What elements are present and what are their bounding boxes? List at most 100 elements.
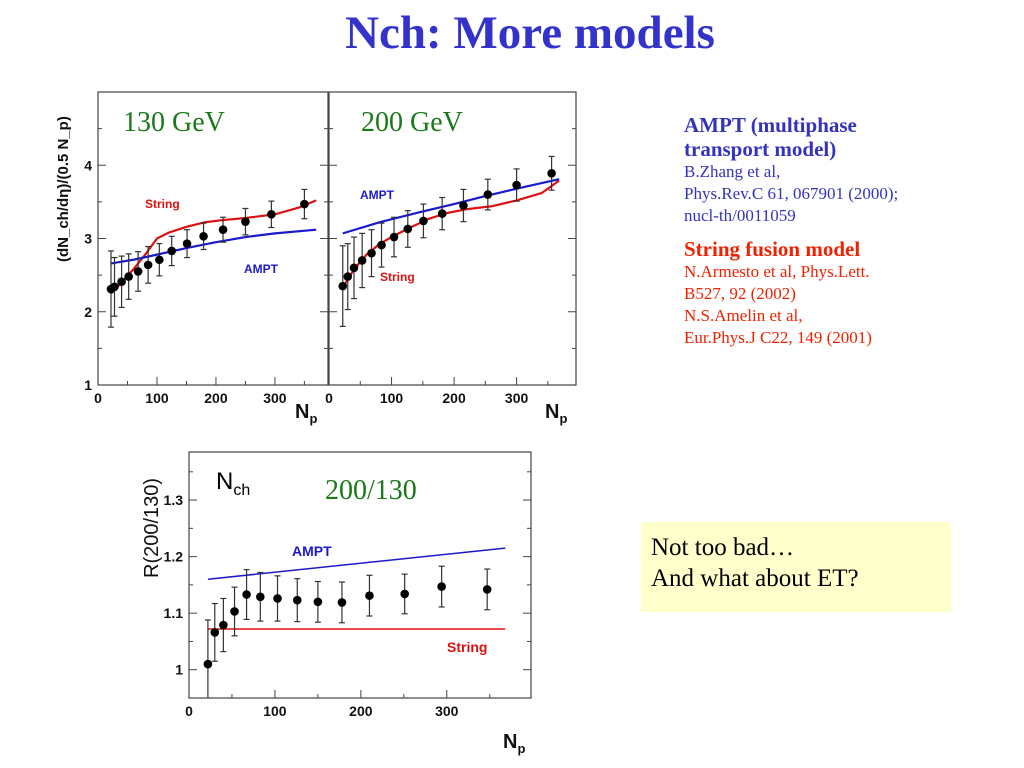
x-tick-label: 200 bbox=[442, 390, 466, 406]
string-heading: String fusion model bbox=[684, 237, 861, 261]
data-point bbox=[167, 246, 177, 256]
x-tick-label: 100 bbox=[380, 390, 404, 406]
data-point bbox=[365, 591, 374, 600]
chart-ratio: 0 100 200 300 1 1.1 1.2 1.3 200/130 AMPT String… bbox=[164, 451, 532, 719]
data-point bbox=[117, 277, 126, 287]
x-tick-label: 100 bbox=[145, 390, 169, 406]
note-line-1: Not too bad… bbox=[651, 534, 795, 561]
chart-title: 200/130 bbox=[325, 475, 417, 506]
y-tick-label: 1.1 bbox=[164, 605, 184, 621]
data-point bbox=[230, 607, 239, 616]
x-tick-label: 300 bbox=[263, 390, 287, 406]
nch-label-sub: ch bbox=[233, 482, 250, 499]
ampt-ref-3: nucl-th/0011059 bbox=[684, 206, 796, 225]
data-point bbox=[110, 282, 119, 292]
x-axis-label-200: Np bbox=[545, 401, 567, 426]
chart-title: 130 GeV bbox=[123, 107, 225, 138]
x-tick-label: 200 bbox=[349, 703, 373, 719]
string-ref-1: N.Armesto et al, Phys.Lett. bbox=[684, 262, 870, 281]
x-axis-label-130: Np bbox=[295, 401, 317, 426]
string-ref-2: B527, 92 (2002) bbox=[684, 284, 796, 303]
data-point bbox=[300, 199, 309, 209]
data-point bbox=[338, 281, 348, 291]
chart-title: 200 GeV bbox=[361, 107, 463, 138]
chart-130gev: 0 100 200 300 1 2 3 4 130 GeV String AMPT bbox=[84, 91, 329, 406]
data-point bbox=[357, 256, 367, 265]
data-point bbox=[343, 272, 353, 281]
nch-label: Nch bbox=[216, 468, 250, 499]
data-point bbox=[337, 598, 347, 607]
x-tick-label: 0 bbox=[185, 703, 193, 719]
x-tick-label: 100 bbox=[263, 703, 287, 719]
string-label: String bbox=[447, 639, 487, 655]
ampt-curve bbox=[110, 228, 317, 265]
note-box: Not too bad… And what about ET? bbox=[641, 522, 951, 612]
y-tick-label: 1 bbox=[175, 662, 183, 678]
ampt-ref-2: Phys.Rev.C 61, 067901 (2000); bbox=[684, 184, 899, 203]
data-point bbox=[367, 248, 376, 258]
data-point bbox=[437, 209, 447, 218]
data-point bbox=[403, 224, 413, 234]
y-axis-label-top: (dN_ch/dη)/(0.5 N_p) bbox=[55, 116, 72, 262]
data-point bbox=[419, 216, 428, 226]
ampt-heading-1: AMPT (multiphase bbox=[684, 113, 857, 137]
data-point bbox=[482, 585, 492, 594]
chart-200gev: 0 100 200 300 200 GeV AMPT String bbox=[325, 91, 577, 406]
x-tick-label: 0 bbox=[94, 390, 102, 406]
data-point bbox=[203, 659, 213, 669]
x-label-main: N bbox=[503, 731, 517, 753]
y-tick-label: 2 bbox=[84, 304, 92, 320]
ampt-heading-2: transport model) bbox=[684, 137, 837, 161]
ampt-label: AMPT bbox=[292, 543, 332, 559]
y-tick-label: 1 bbox=[84, 377, 92, 393]
x-axis-label-ratio: Np bbox=[503, 731, 525, 756]
data-point bbox=[218, 225, 228, 235]
data-point bbox=[256, 592, 265, 602]
data-point bbox=[389, 232, 399, 242]
data-point bbox=[133, 267, 143, 276]
x-tick-label: 300 bbox=[435, 703, 459, 719]
string-ref-3: N.S.Amelin et al, bbox=[684, 306, 803, 325]
y-tick-label: 4 bbox=[84, 157, 92, 173]
x-label-sub: p bbox=[517, 741, 525, 756]
y-tick-label: 3 bbox=[84, 231, 92, 247]
plot-frame bbox=[188, 451, 532, 699]
string-ref-4: Eur.Phys.J C22, 149 (2001) bbox=[684, 328, 872, 347]
data-point bbox=[437, 582, 446, 591]
data-point bbox=[400, 589, 409, 599]
data-point bbox=[547, 169, 556, 178]
x-tick-label: 200 bbox=[204, 390, 228, 406]
data-point bbox=[242, 590, 251, 599]
x-tick-label: 300 bbox=[505, 390, 529, 406]
data-point bbox=[483, 190, 493, 199]
data-point bbox=[199, 232, 208, 241]
y-tick-label: 1.3 bbox=[164, 492, 184, 508]
x-tick-label: 0 bbox=[325, 390, 333, 406]
data-point bbox=[241, 217, 250, 226]
ampt-ref-1: B.Zhang et al, bbox=[684, 162, 781, 181]
string-curve bbox=[110, 199, 317, 295]
nch-label-main: N bbox=[216, 468, 233, 495]
data-point bbox=[267, 210, 276, 219]
data-point bbox=[349, 263, 359, 273]
data-point bbox=[182, 239, 192, 248]
data-point bbox=[155, 255, 164, 265]
data-point bbox=[124, 272, 133, 281]
data-point bbox=[219, 620, 228, 630]
x-label-sub: p bbox=[309, 411, 317, 426]
ampt-curve bbox=[207, 547, 506, 580]
data-point bbox=[459, 201, 468, 210]
data-point bbox=[377, 240, 386, 250]
string-label: String bbox=[145, 197, 180, 211]
data-point bbox=[273, 594, 282, 603]
data-point bbox=[512, 180, 521, 190]
y-tick-label: 1.2 bbox=[164, 549, 184, 565]
ampt-label: AMPT bbox=[244, 262, 279, 276]
data-point bbox=[143, 260, 153, 270]
model-references: AMPT (multiphase transport model) B.Zhan… bbox=[684, 113, 1014, 349]
data-point bbox=[292, 595, 302, 605]
slide-title: Nch: More models bbox=[345, 7, 715, 59]
x-label-main: N bbox=[295, 401, 309, 423]
note-line-2: And what about ET? bbox=[651, 565, 859, 592]
